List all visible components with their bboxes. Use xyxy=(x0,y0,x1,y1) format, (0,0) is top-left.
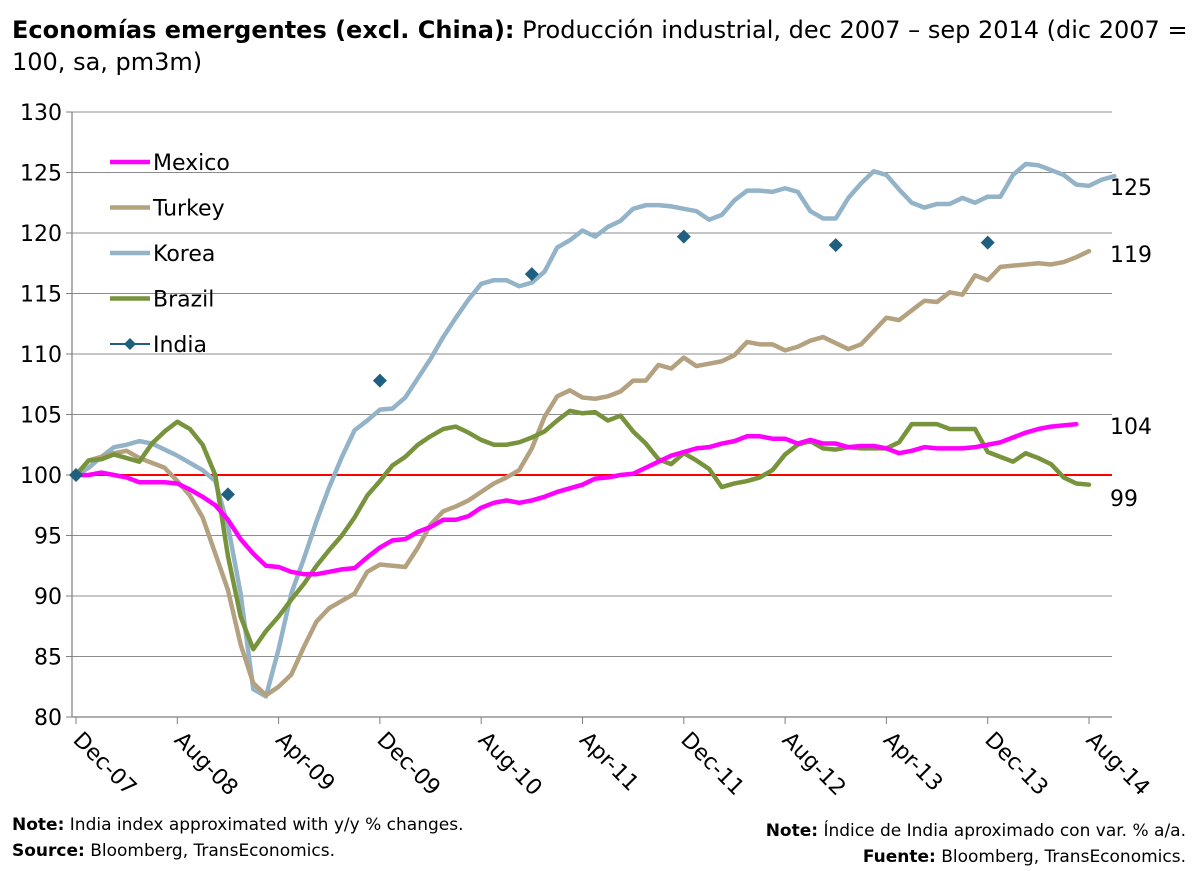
india-marker xyxy=(828,238,843,253)
legend-label: India xyxy=(153,333,207,358)
note-left-text: India index approximated with y/y % chan… xyxy=(64,815,464,835)
y-tick-label: 115 xyxy=(20,283,62,308)
series-line-brazil xyxy=(73,408,1092,652)
title-bold: Economías emergentes (excl. China): xyxy=(12,16,515,44)
india-marker xyxy=(980,235,995,250)
end-label-brazil: 99 xyxy=(1110,487,1138,512)
x-tick-label: Dec-09 xyxy=(372,728,445,801)
y-tick-label: 125 xyxy=(20,162,62,187)
y-tick-label: 120 xyxy=(20,222,62,247)
india-marker xyxy=(676,229,691,244)
legend-item-mexico: Mexico xyxy=(110,151,230,176)
y-tick-label: 95 xyxy=(34,525,62,550)
source-left-line: Source: Bloomberg, TransEconomics. xyxy=(12,838,464,864)
end-labels: 104 119 125 99 xyxy=(1110,176,1152,512)
x-tick-label: Aug-10 xyxy=(473,728,546,801)
x-tick-label: Aug-08 xyxy=(169,728,242,801)
note-right-label: Note: xyxy=(765,821,819,841)
source-right-line: Fuente: Bloomberg, TransEconomics. xyxy=(766,844,1186,870)
legend-item-india: India xyxy=(110,333,207,358)
y-tick-label: 100 xyxy=(20,464,62,489)
series-layer xyxy=(69,161,1117,699)
india-marker xyxy=(524,267,539,282)
legend-marker xyxy=(124,338,136,350)
india-marker xyxy=(220,487,235,502)
note-left-line: Note: India index approximated with y/y … xyxy=(12,812,464,838)
series-line-mexico xyxy=(73,421,1079,577)
x-tick-label: Dec-13 xyxy=(979,728,1052,801)
legend-label: Mexico xyxy=(153,151,230,176)
end-label-mexico: 104 xyxy=(1110,415,1152,440)
legend: Mexico Turkey Korea Brazil India xyxy=(110,151,230,358)
note-left: Note: India index approximated with y/y … xyxy=(12,812,464,864)
note-right-line: Note: Índice de India aproximado con var… xyxy=(766,818,1186,844)
source-right-text: Bloomberg, TransEconomics. xyxy=(935,847,1186,867)
x-tick-label: Aug-14 xyxy=(1081,728,1154,801)
note-right: Note: Índice de India aproximado con var… xyxy=(766,818,1186,870)
source-left-label: Source: xyxy=(12,841,85,861)
legend-item-turkey: Turkey xyxy=(110,197,225,222)
y-tick-label: 130 xyxy=(20,101,62,126)
x-tick-label: Apr-13 xyxy=(878,728,947,797)
x-tick-label: Apr-09 xyxy=(270,728,339,797)
india-marker xyxy=(69,468,83,482)
y-tick-label: 90 xyxy=(34,585,62,610)
note-left-label: Note: xyxy=(12,815,65,835)
legend-label: Brazil xyxy=(153,288,214,313)
end-label-turkey: 119 xyxy=(1110,243,1152,268)
x-tick-label: Apr-11 xyxy=(574,728,643,797)
y-tick-label: 110 xyxy=(20,343,62,368)
x-tick-label: Dec-07 xyxy=(68,728,141,801)
source-right-label: Fuente: xyxy=(862,847,936,867)
series-line-korea xyxy=(73,161,1117,699)
end-label-korea: 125 xyxy=(1110,176,1152,201)
legend-item-korea: Korea xyxy=(110,242,215,267)
legend-label: Turkey xyxy=(152,197,225,222)
source-left-text: Bloomberg, TransEconomics. xyxy=(84,841,335,861)
india-marker xyxy=(372,373,387,388)
y-tick-label: 80 xyxy=(34,706,62,731)
y-tick-label: 85 xyxy=(34,646,62,671)
y-tick-label: 105 xyxy=(20,404,62,429)
x-tick-label: Aug-12 xyxy=(777,728,850,801)
legend-label: Korea xyxy=(153,242,215,267)
chart-title: Economías emergentes (excl. China): Prod… xyxy=(12,14,1192,78)
series-line-turkey xyxy=(73,248,1092,698)
legend-item-brazil: Brazil xyxy=(110,288,214,313)
title-rest: Producción industrial, dec 2007 – sep 20… xyxy=(12,16,1188,76)
note-right-text: Índice de India aproximado con var. % a/… xyxy=(818,821,1186,841)
x-tick-label: Dec-11 xyxy=(676,728,749,801)
